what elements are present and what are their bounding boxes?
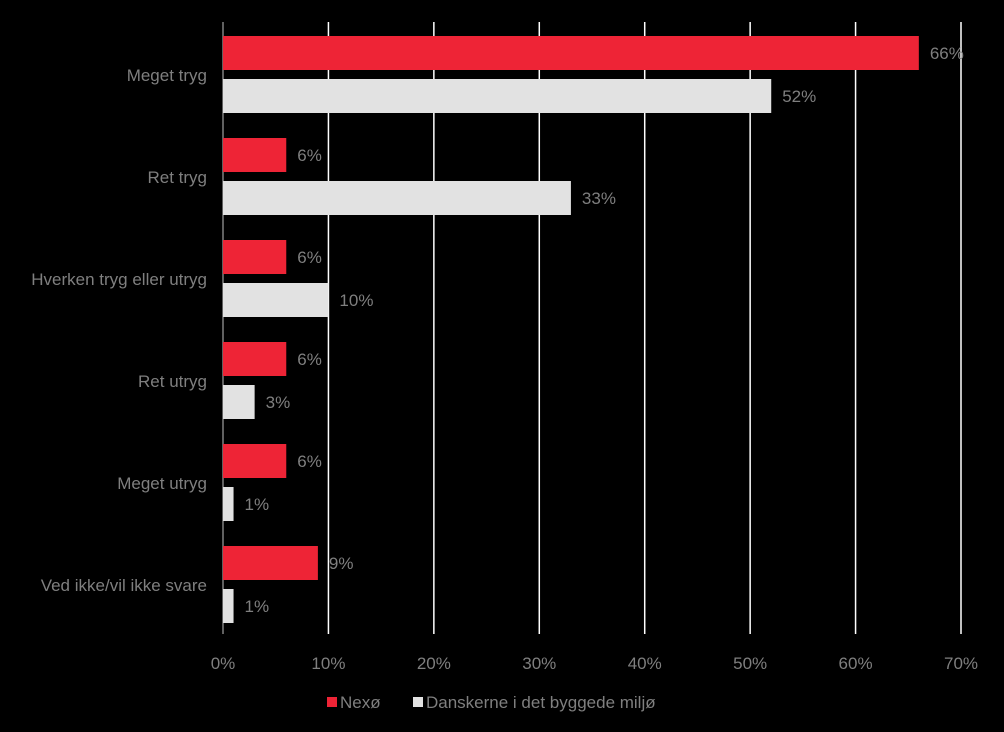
category-label: Hverken tryg eller utryg (31, 270, 207, 289)
legend-label: Danskerne i det byggede miljø (426, 693, 656, 712)
x-tick-label: 30% (522, 654, 556, 673)
category-labels: Meget tryg Ret tryg Hverken tryg eller utr… (31, 66, 207, 595)
category-label: Meget utryg (117, 474, 207, 493)
bar-danskerne (223, 385, 255, 419)
data-label: 6% (297, 248, 322, 267)
bars (223, 36, 919, 623)
category-label: Ret tryg (147, 168, 207, 187)
data-label: 10% (339, 291, 373, 310)
data-label: 1% (245, 597, 270, 616)
data-labels: 66% 52% 6% 33% 6% 10% 6% 3% 6% 1% 9% 1% (245, 44, 964, 616)
x-tick-label: 10% (311, 654, 345, 673)
data-label: 66% (930, 44, 964, 63)
legend-swatch (327, 697, 337, 707)
bar-nexo (223, 546, 318, 580)
category-label: Meget tryg (127, 66, 207, 85)
category-label: Ved ikke/vil ikke svare (41, 576, 207, 595)
data-label: 1% (245, 495, 270, 514)
bar-nexo (223, 444, 287, 478)
bar-nexo (223, 240, 287, 274)
bar-nexo (223, 342, 287, 376)
data-label: 3% (266, 393, 291, 412)
data-label: 6% (297, 350, 322, 369)
legend: Nexø Danskerne i det byggede miljø (327, 693, 656, 712)
x-tick-label: 20% (417, 654, 451, 673)
data-label: 6% (297, 452, 322, 471)
bar-nexo (223, 36, 919, 70)
bar-nexo (223, 138, 287, 172)
x-tick-label: 70% (944, 654, 978, 673)
gridlines (222, 22, 962, 634)
bar-danskerne (223, 79, 772, 113)
bar-danskerne (223, 283, 329, 317)
legend-label: Nexø (340, 693, 381, 712)
data-label: 33% (582, 189, 616, 208)
data-label: 52% (782, 87, 816, 106)
x-axis-ticks: 0% 10% 20% 30% 40% 50% 60% 70% (211, 654, 978, 673)
legend-swatch (413, 697, 423, 707)
x-tick-label: 60% (839, 654, 873, 673)
x-tick-label: 50% (733, 654, 767, 673)
category-label: Ret utryg (138, 372, 207, 391)
bar-danskerne (223, 181, 571, 215)
bar-danskerne (223, 487, 234, 521)
x-tick-label: 40% (628, 654, 662, 673)
x-tick-label: 0% (211, 654, 236, 673)
data-label: 9% (329, 554, 354, 573)
data-label: 6% (297, 146, 322, 165)
bar-danskerne (223, 589, 234, 623)
